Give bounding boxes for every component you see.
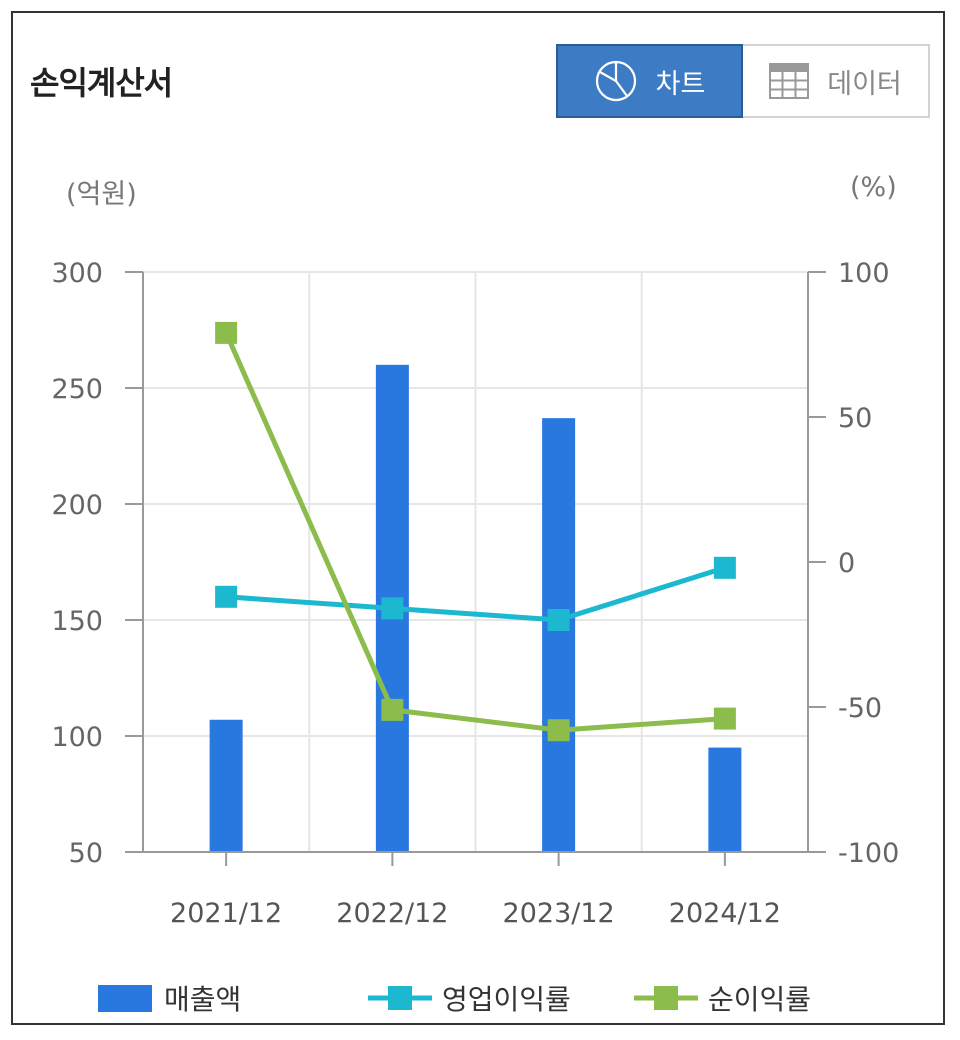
left-axis-unit: (억원) — [66, 179, 137, 210]
point-series-1-2022/12 — [381, 597, 404, 620]
right-axis-unit: (%) — [850, 172, 897, 203]
point-series-1-2021/12 — [215, 585, 238, 608]
point-series-1-2023/12 — [547, 609, 570, 631]
legend-line-swatch — [368, 983, 432, 1013]
page-title: 손익계산서 — [30, 64, 173, 102]
legend-item-revenue[interactable]: 매출액 — [98, 978, 241, 1018]
legend-label-revenue: 매출액 — [164, 983, 242, 1016]
x-tick-label: 2022/12 — [336, 898, 448, 929]
right-tick-label: 50 — [838, 403, 872, 434]
bar-revenue-2024/12 — [708, 747, 742, 852]
point-series-1-2024/12 — [713, 556, 736, 579]
legend-bar-swatch — [98, 984, 152, 1012]
data-view-label: 데이터 — [827, 68, 902, 100]
x-tick-label: 2024/12 — [669, 898, 781, 929]
table-grid-icon — [769, 63, 810, 99]
chart-panel — [11, 11, 945, 1025]
left-tick-label: 300 — [51, 258, 103, 289]
right-tick-label: 0 — [838, 548, 855, 579]
legend-item-operating-margin[interactable]: 영업이익률 — [368, 978, 571, 1018]
point-series-2-2024/12 — [713, 707, 736, 730]
left-tick-label: 50 — [69, 838, 103, 869]
right-tick-label: -100 — [838, 838, 899, 869]
left-tick-label: 150 — [51, 606, 103, 637]
line-series-1 — [225, 565, 726, 623]
view-toggle: 차트 데이터 — [556, 44, 930, 118]
legend-line-swatch — [634, 983, 698, 1013]
point-series-2-2021/12 — [215, 321, 238, 344]
chart-view-button[interactable]: 차트 — [556, 44, 743, 118]
left-tick-label: 250 — [51, 374, 103, 405]
x-tick-label: 2021/12 — [170, 898, 282, 929]
data-view-button[interactable]: 데이터 — [743, 44, 930, 118]
right-tick-label: -50 — [838, 693, 882, 724]
line-series-2 — [223, 331, 726, 733]
point-series-2-2022/12 — [381, 698, 404, 721]
legend-label-net-margin: 순이익률 — [708, 983, 812, 1016]
bar-revenue-2021/12 — [209, 719, 243, 852]
legend-item-net-margin[interactable]: 순이익률 — [634, 978, 811, 1018]
x-tick-label: 2023/12 — [503, 898, 615, 929]
point-series-2-2023/12 — [547, 719, 570, 742]
left-tick-label: 200 — [51, 490, 103, 521]
legend-label-operating-margin: 영업이익률 — [442, 983, 571, 1016]
left-tick-label: 100 — [51, 722, 103, 753]
pie-chart-icon — [594, 59, 638, 103]
chart-view-label: 차트 — [655, 68, 706, 100]
right-tick-label: 100 — [838, 258, 890, 289]
bar-revenue-2023/12 — [542, 418, 576, 852]
